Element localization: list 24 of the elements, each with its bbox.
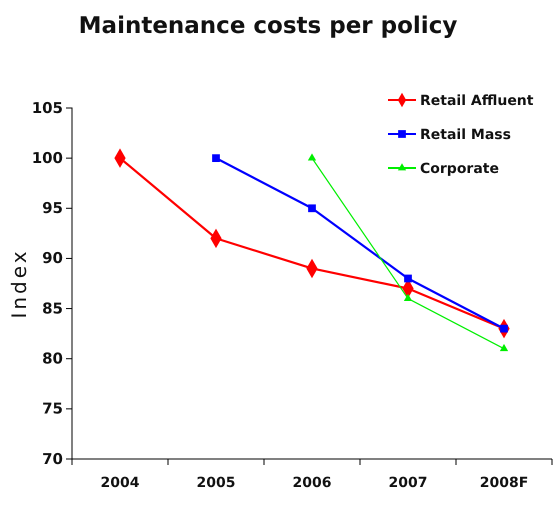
point xyxy=(500,344,508,352)
point xyxy=(404,274,412,282)
y-tick-label: 105 xyxy=(32,98,63,117)
legend-label: Retail Affluent xyxy=(420,93,534,109)
y-axis-title: Index xyxy=(7,248,31,319)
y-tick-label: 90 xyxy=(42,249,63,268)
x-tick-label: 2006 xyxy=(292,474,332,491)
point xyxy=(308,204,316,212)
point xyxy=(212,154,220,162)
point xyxy=(308,153,316,161)
legend-label: Corporate xyxy=(420,161,499,177)
y-tick-label: 85 xyxy=(42,299,63,318)
y-tick-label: 100 xyxy=(32,148,63,167)
y-tick-label: 75 xyxy=(42,400,63,418)
x-tick-label: 2007 xyxy=(388,474,428,491)
point xyxy=(404,294,412,301)
y-tick-label: 95 xyxy=(42,199,63,218)
x-tick-label: 2005 xyxy=(196,474,236,491)
y-tick-label: 80 xyxy=(42,350,63,368)
x-tick-label: 2008F xyxy=(480,474,528,491)
y-tick-label: 70 xyxy=(42,450,63,468)
chart-title: Maintenance costs per policy xyxy=(78,13,458,39)
legend-label: Retail Mass xyxy=(420,127,511,143)
x-tick-label: 2004 xyxy=(100,474,140,491)
